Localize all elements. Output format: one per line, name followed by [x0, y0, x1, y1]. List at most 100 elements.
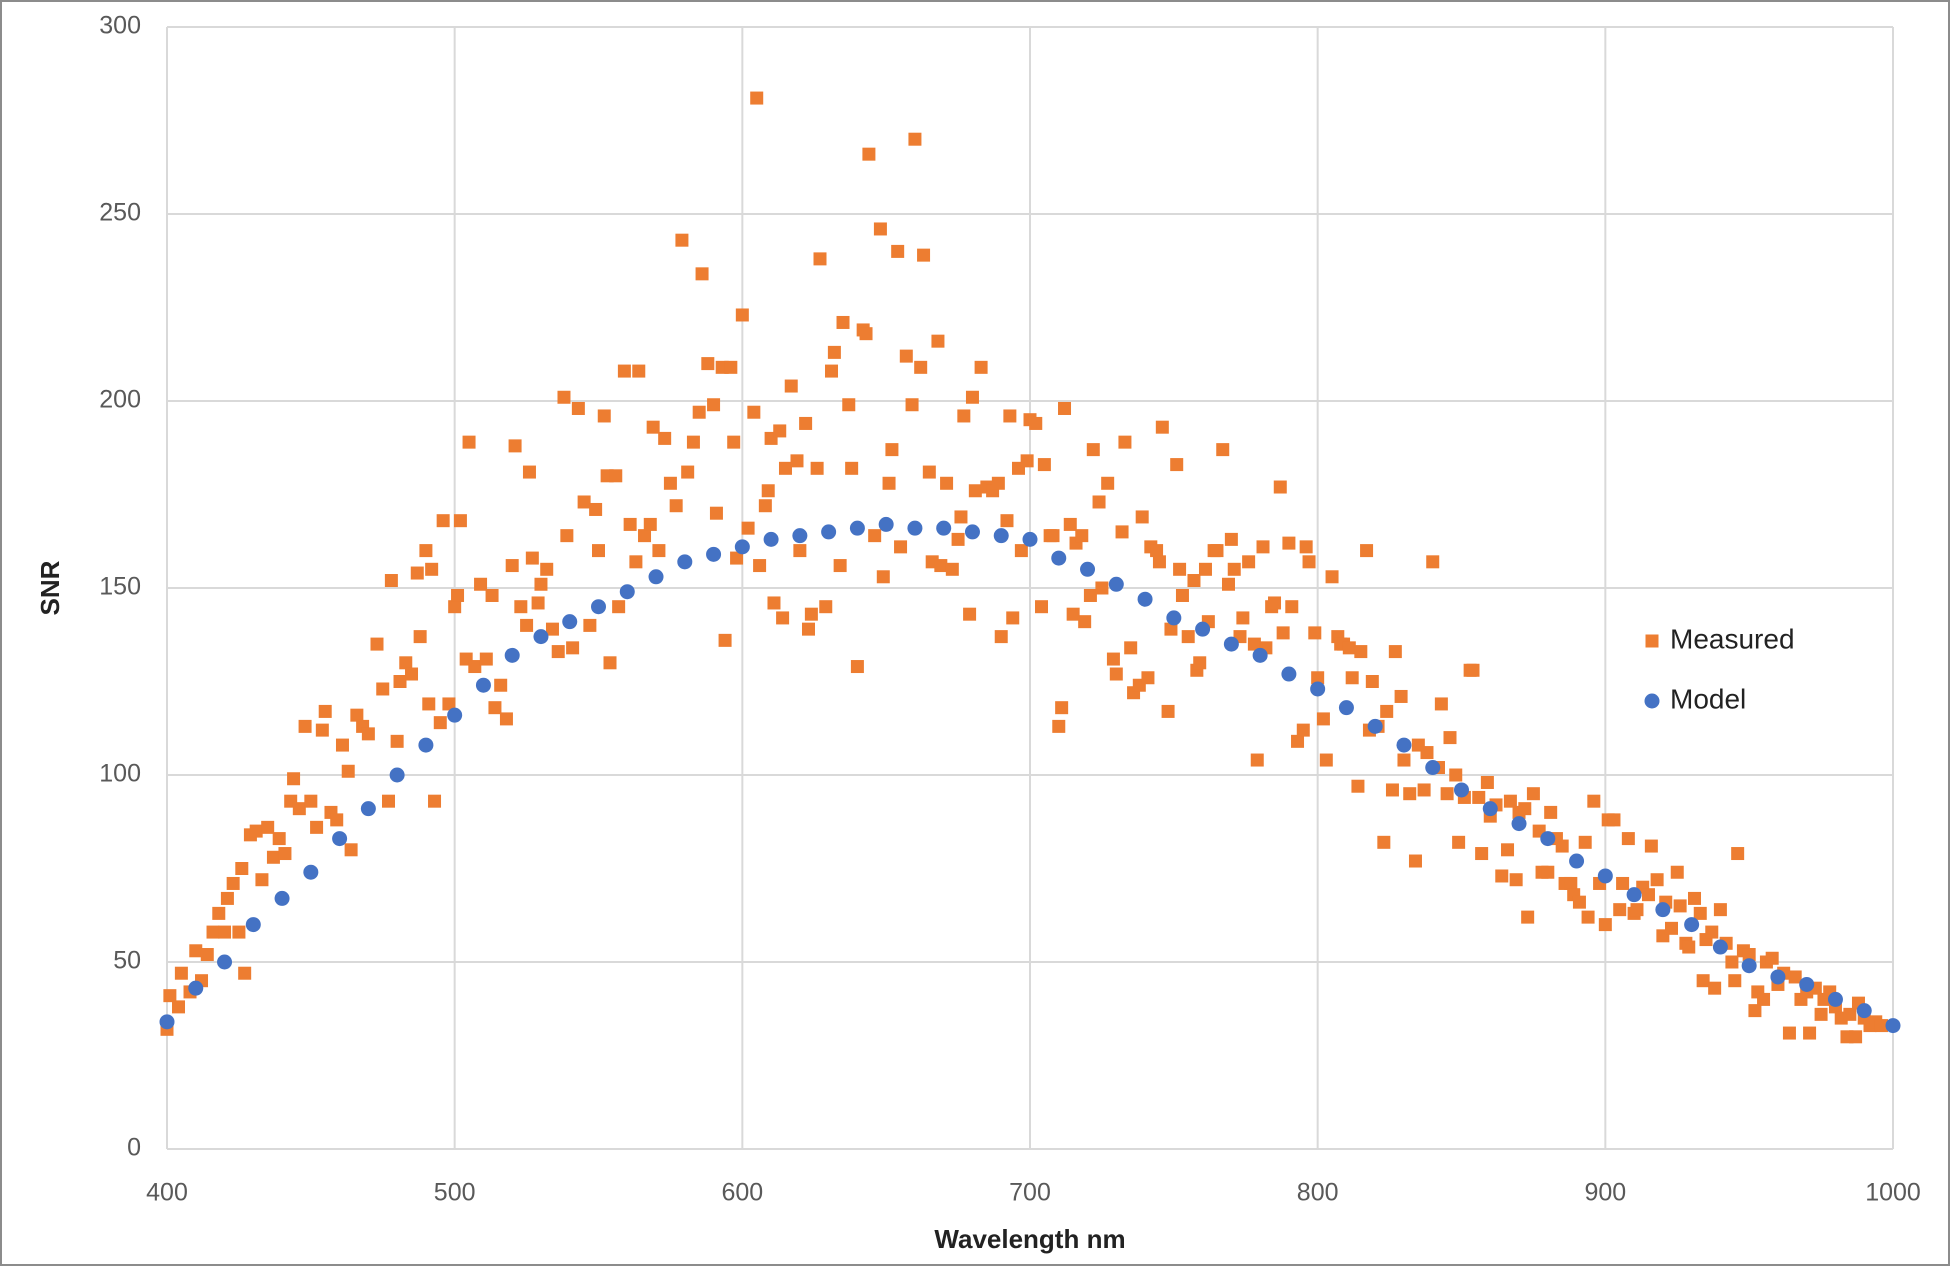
- point: [1311, 671, 1325, 685]
- point: [1109, 667, 1123, 681]
- point: [505, 559, 519, 573]
- legend-label: Model: [1670, 683, 1746, 714]
- point: [917, 248, 931, 262]
- point: [763, 531, 779, 547]
- point: [954, 510, 968, 524]
- point: [1569, 853, 1585, 869]
- point: [1273, 480, 1287, 494]
- point: [1342, 641, 1356, 655]
- point: [448, 600, 462, 614]
- point: [914, 360, 928, 374]
- point: [862, 147, 876, 161]
- point: [1613, 903, 1627, 917]
- point: [1055, 701, 1069, 715]
- point: [1029, 416, 1043, 430]
- point: [405, 667, 419, 681]
- point: [612, 600, 626, 614]
- point: [968, 484, 982, 498]
- point: [734, 539, 750, 555]
- point: [1728, 974, 1742, 988]
- point: [330, 813, 344, 827]
- point: [1641, 888, 1655, 902]
- point: [1046, 529, 1060, 543]
- point: [1360, 544, 1374, 558]
- point: [1115, 525, 1129, 539]
- point: [361, 727, 375, 741]
- point: [951, 532, 965, 546]
- point: [619, 584, 635, 600]
- point: [571, 401, 585, 415]
- point: [1166, 610, 1182, 626]
- point: [1193, 656, 1207, 670]
- point: [534, 577, 548, 591]
- point: [560, 529, 574, 543]
- point: [1696, 974, 1710, 988]
- point: [1626, 887, 1642, 903]
- point: [583, 618, 597, 632]
- point: [218, 925, 232, 939]
- point: [1296, 723, 1310, 737]
- point: [1227, 562, 1241, 576]
- point: [1741, 958, 1757, 974]
- point: [298, 719, 312, 733]
- point: [557, 390, 571, 404]
- point: [1540, 831, 1556, 847]
- point: [991, 476, 1005, 490]
- point: [761, 484, 775, 498]
- point: [1195, 621, 1211, 637]
- point: [1242, 555, 1256, 569]
- point: [485, 588, 499, 602]
- point: [695, 267, 709, 281]
- point: [1403, 787, 1417, 801]
- point: [1650, 873, 1664, 887]
- point: [1325, 570, 1339, 584]
- point: [686, 435, 700, 449]
- point: [891, 244, 905, 258]
- point: [1408, 854, 1422, 868]
- point: [1849, 1030, 1863, 1044]
- point: [1095, 581, 1109, 595]
- point: [1501, 843, 1515, 857]
- point: [1770, 969, 1786, 985]
- point: [200, 948, 214, 962]
- point: [163, 989, 177, 1003]
- point: [1630, 903, 1644, 917]
- point: [1302, 555, 1316, 569]
- point: [833, 559, 847, 573]
- point: [1351, 779, 1365, 793]
- point: [1475, 847, 1489, 861]
- point: [974, 360, 988, 374]
- point: [1742, 948, 1756, 962]
- point: [1118, 435, 1132, 449]
- point: [1578, 835, 1592, 849]
- point: [1135, 510, 1149, 524]
- point: [1509, 873, 1523, 887]
- point: [1020, 454, 1034, 468]
- y-tick-label: 50: [113, 947, 141, 975]
- point: [1276, 626, 1290, 640]
- point: [1282, 536, 1296, 550]
- point: [1345, 671, 1359, 685]
- point: [1708, 981, 1722, 995]
- point: [1541, 865, 1555, 879]
- y-tick-label: 300: [99, 12, 141, 40]
- point: [1063, 517, 1077, 531]
- point: [885, 443, 899, 457]
- point: [562, 614, 578, 630]
- point: [964, 524, 980, 540]
- point: [531, 596, 545, 610]
- point: [819, 600, 833, 614]
- point: [332, 831, 348, 847]
- point: [1175, 588, 1189, 602]
- point: [220, 891, 234, 905]
- point: [1725, 955, 1739, 969]
- point: [475, 677, 491, 693]
- point: [1511, 816, 1527, 832]
- x-tick-label: 800: [1297, 1179, 1339, 1207]
- point: [212, 906, 226, 920]
- point: [603, 656, 617, 670]
- point: [1223, 636, 1239, 652]
- point: [652, 544, 666, 558]
- point: [934, 559, 948, 573]
- point: [1385, 783, 1399, 797]
